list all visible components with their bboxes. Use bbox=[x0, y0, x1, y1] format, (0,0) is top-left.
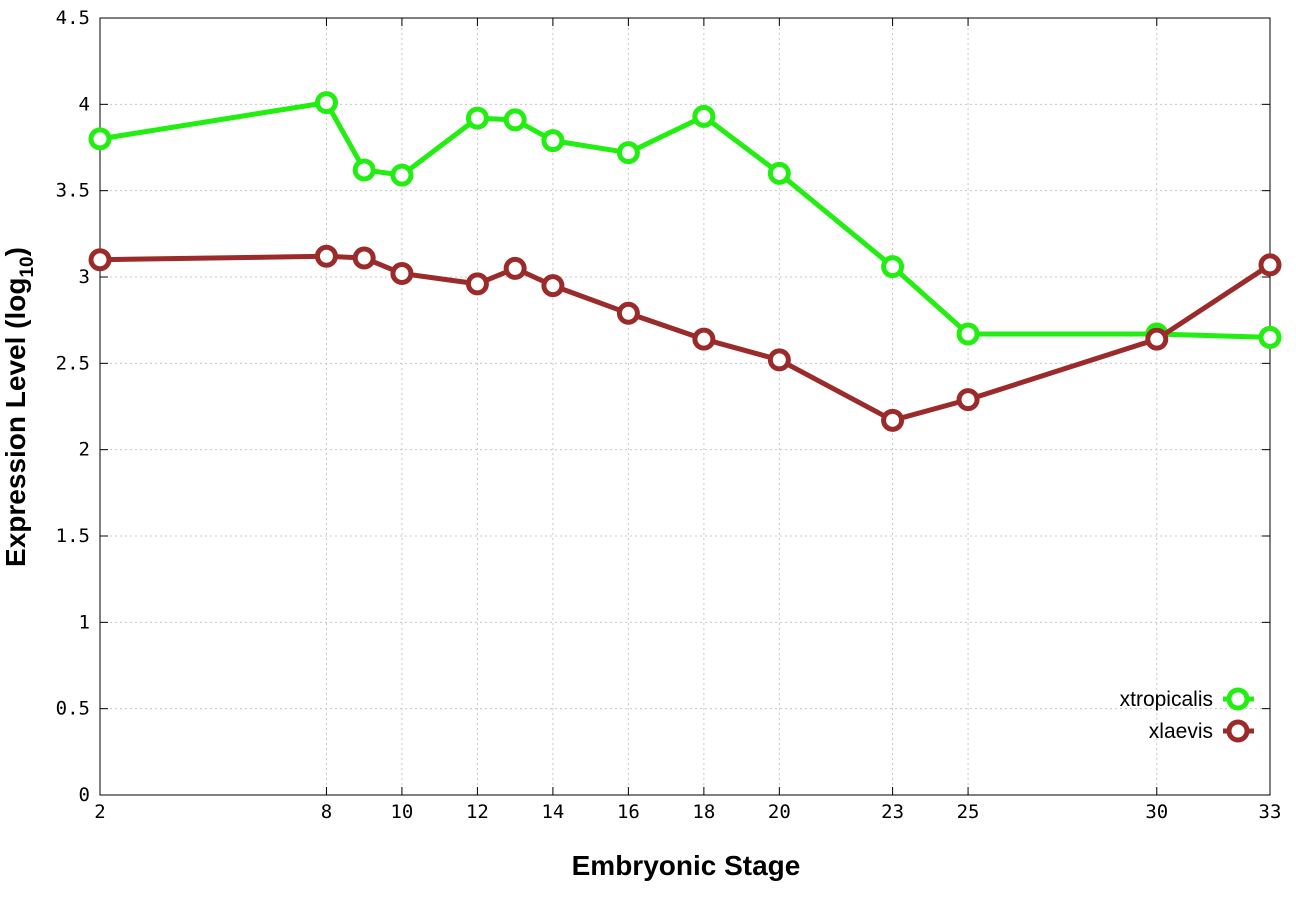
y-tick-label: 1 bbox=[79, 611, 90, 633]
series-line bbox=[99, 100, 1271, 340]
legend-swatch-marker bbox=[1226, 719, 1250, 743]
legend: xtropicalis xlaevis bbox=[1120, 687, 1254, 743]
plot-frame bbox=[99, 17, 1271, 796]
x-tick-label: 10 bbox=[390, 801, 413, 823]
series-layer bbox=[88, 91, 1282, 432]
legend-swatch-marker bbox=[1226, 687, 1250, 711]
data-point bbox=[616, 301, 640, 325]
y-axis-title-suffix: ) bbox=[0, 247, 31, 256]
data-point bbox=[541, 129, 565, 153]
data-point bbox=[352, 246, 376, 270]
data-point bbox=[616, 141, 640, 165]
y-tick-label: 1.5 bbox=[56, 525, 90, 547]
x-axis-ticks: 2 8 10 12 14 16 18 20 23 25 30 33 bbox=[94, 18, 1281, 823]
y-tick-label: 3.5 bbox=[56, 180, 90, 202]
data-point bbox=[88, 248, 112, 272]
x-tick-label: 23 bbox=[881, 801, 904, 823]
data-point bbox=[1258, 253, 1282, 277]
legend-label: xtropicalis bbox=[1120, 688, 1213, 711]
data-point bbox=[541, 274, 565, 298]
y-tick-label: 0 bbox=[79, 784, 90, 806]
x-axis-title: Embryonic Stage bbox=[572, 850, 801, 881]
x-tick-label: 33 bbox=[1259, 801, 1282, 823]
x-tick-label: 25 bbox=[957, 801, 980, 823]
x-tick-label: 2 bbox=[94, 801, 105, 823]
y-axis-title: Expression Level (log10) bbox=[0, 247, 38, 567]
x-tick-label: 16 bbox=[617, 801, 640, 823]
y-tick-label: 3 bbox=[79, 266, 90, 288]
y-tick-label: 2.5 bbox=[56, 352, 90, 374]
series-xtropicalis bbox=[88, 91, 1282, 349]
y-axis-title-main: Expression Level (log bbox=[0, 278, 31, 567]
x-tick-label: 20 bbox=[768, 801, 791, 823]
data-point bbox=[1258, 325, 1282, 349]
series-xlaevis bbox=[88, 244, 1282, 432]
data-point bbox=[692, 104, 716, 128]
x-tick-label: 14 bbox=[541, 801, 564, 823]
data-point bbox=[956, 322, 980, 346]
data-point bbox=[881, 408, 905, 432]
data-point bbox=[956, 388, 980, 412]
x-tick-label: 8 bbox=[321, 801, 332, 823]
data-point bbox=[465, 272, 489, 296]
data-point bbox=[465, 106, 489, 130]
y-tick-label: 0.5 bbox=[56, 698, 90, 720]
y-axis-ticks: 0 0.5 1 1.5 2 2.5 3 3.5 4 4.5 bbox=[56, 7, 1270, 806]
data-point bbox=[314, 91, 338, 115]
y-tick-label: 2 bbox=[79, 439, 90, 461]
data-point bbox=[767, 348, 791, 372]
x-tick-label: 18 bbox=[692, 801, 715, 823]
y-tick-label: 4.5 bbox=[56, 7, 90, 29]
series-line bbox=[99, 253, 1272, 423]
data-point bbox=[503, 108, 527, 132]
data-point bbox=[352, 158, 376, 182]
grid-lines bbox=[100, 18, 1270, 795]
data-point bbox=[88, 127, 112, 151]
data-point bbox=[503, 256, 527, 280]
data-point bbox=[881, 255, 905, 279]
data-point bbox=[314, 244, 338, 268]
legend-item-xtropicalis: xtropicalis bbox=[1120, 687, 1254, 711]
data-point bbox=[390, 262, 414, 286]
data-point bbox=[767, 161, 791, 185]
legend-label: xlaevis bbox=[1149, 720, 1213, 743]
data-point bbox=[390, 163, 414, 187]
x-tick-label: 12 bbox=[466, 801, 489, 823]
legend-item-xlaevis: xlaevis bbox=[1149, 719, 1254, 743]
x-tick-label: 30 bbox=[1145, 801, 1168, 823]
data-point bbox=[1145, 327, 1169, 351]
y-axis-title-subscript: 10 bbox=[17, 256, 38, 277]
y-tick-label: 4 bbox=[79, 93, 90, 115]
data-point bbox=[692, 327, 716, 351]
